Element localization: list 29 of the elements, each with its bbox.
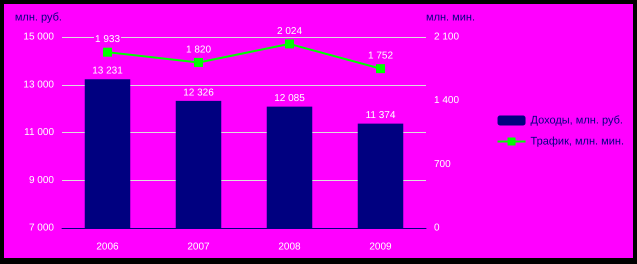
x-tick-label: 2006: [96, 242, 120, 252]
y2-tick-label: 700: [434, 158, 452, 170]
data-label: 11 374: [366, 110, 396, 122]
data-label: 2 024: [276, 26, 302, 37]
y-tick-label: 9 000: [28, 174, 54, 186]
y2-tick-label: 2 100: [434, 32, 460, 42]
data-label: 1 820: [186, 44, 212, 56]
y-tick-label: 7 000: [28, 222, 54, 234]
data-label: 1 933: [94, 34, 120, 46]
data-label: 1 752: [368, 50, 394, 62]
x-tick-label: 2009: [369, 242, 392, 252]
x-tick-label: 2008: [278, 242, 302, 252]
point: [285, 39, 294, 48]
x-tick-label: 2007: [187, 242, 210, 252]
data-label: 12 326: [183, 87, 214, 98]
y2-axis-title: млн. мин.: [426, 12, 476, 24]
y-tick-label: 11 000: [24, 127, 54, 138]
data-label: 12 085: [274, 93, 306, 104]
y-tick-label: 15 000: [23, 32, 54, 42]
point: [376, 64, 385, 74]
point: [103, 48, 112, 57]
y-axis-title: млн. руб.: [14, 12, 62, 24]
data-label: 13 231: [92, 66, 124, 77]
y-tick-label: 13 000: [23, 79, 54, 90]
legend-label: Трафик, млн. мин.: [530, 136, 624, 148]
y2-tick-label: 0: [434, 222, 440, 234]
legend-label: Доходы, млн. руб.: [530, 114, 623, 126]
point: [194, 58, 203, 67]
y2-tick-label: 1 400: [434, 95, 460, 106]
